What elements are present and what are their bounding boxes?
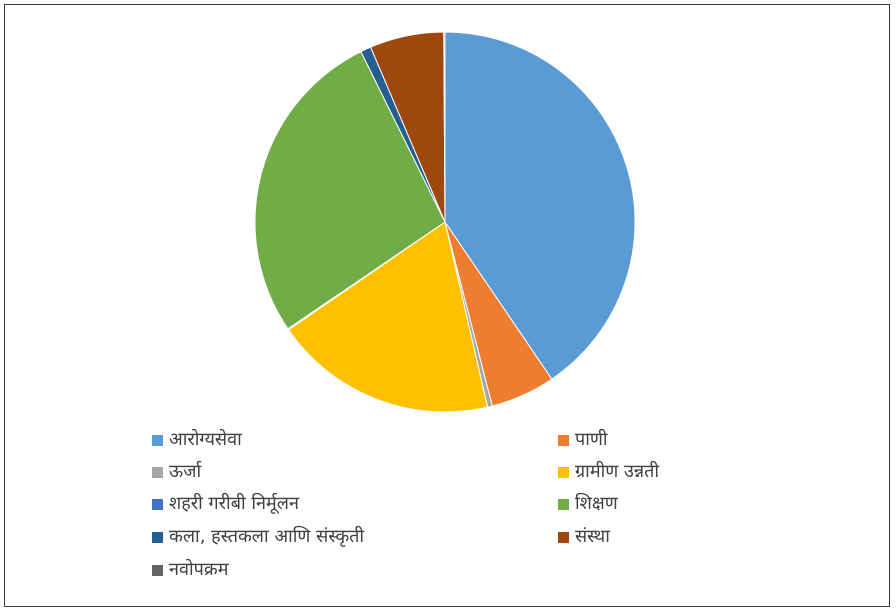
legend-swatch [558, 498, 569, 510]
legend-label: शहरी गरीबी निर्मूलन [169, 493, 299, 514]
legend-label: कला, हस्तकला आणि संस्कृती [169, 526, 365, 547]
legend-label: संस्था [575, 526, 610, 547]
legend-swatch [558, 466, 569, 478]
legend-item-1: आरोग्यसेवा [152, 430, 242, 450]
legend-label: नवोपक्रम [169, 559, 229, 580]
pie-slice-6 [254, 50, 446, 330]
legend-label: ग्रामीण उन्नती [575, 461, 660, 482]
legend-item-5: शहरी गरीबी निर्मूलन [152, 494, 299, 514]
legend-swatch [152, 498, 163, 510]
legend-swatch [152, 531, 163, 543]
pie-slice-1 [444, 31, 636, 380]
legend-swatch [558, 531, 569, 543]
pie-slice-4 [287, 221, 489, 413]
pie-slice-9 [443, 31, 446, 223]
legend-swatch [152, 434, 163, 446]
legend-item-9: नवोपक्रम [152, 560, 228, 580]
legend-label: पाणी [575, 429, 608, 450]
legend-item-7: कला, हस्तकला आणि संस्कृती [152, 527, 364, 547]
legend-item-4: ग्रामीण उन्नती [558, 462, 659, 482]
legend-label: शिक्षण [575, 493, 618, 514]
legend-swatch [152, 466, 163, 478]
legend-item-6: शिक्षण [558, 494, 618, 514]
pie-slices [254, 31, 636, 413]
legend-swatch [558, 434, 569, 446]
legend-item-8: संस्था [558, 527, 610, 547]
legend-label: आरोग्यसेवा [169, 429, 242, 450]
legend-swatch [152, 564, 163, 576]
legend-item-2: पाणी [558, 430, 608, 450]
legend-label: ऊर्जा [169, 461, 202, 482]
legend-item-3: ऊर्जा [152, 462, 201, 482]
